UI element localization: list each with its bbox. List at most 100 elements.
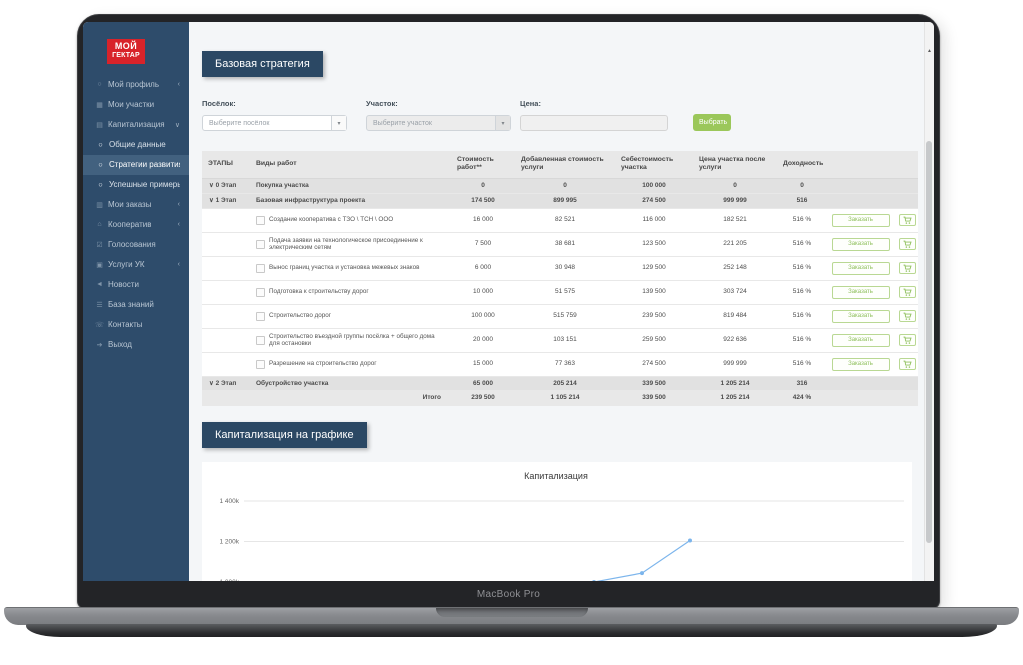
table-header-cell: Цена участка после услуги [699, 156, 766, 172]
table-row[interactable]: ∨ 0 Этап Покупка участка 0 0 100 000 0 0 [202, 178, 918, 194]
yield-cell: 516 % [792, 264, 812, 272]
poselok-select[interactable]: Выберите посёлок ▾ [202, 115, 347, 131]
order-button[interactable]: Заказать [831, 237, 890, 251]
chevron-left-icon: ‹ [177, 221, 180, 229]
order-cell [827, 198, 894, 204]
table-row[interactable]: ∨ 1 Этап Базовая инфраструктура проекта 17… [202, 193, 918, 209]
app-logo[interactable]: МОЙ ГЕКТАР [107, 39, 145, 64]
order-cell [827, 395, 894, 401]
selfcost-cell: 239 500 [642, 312, 666, 320]
price-cell: 221 205 [723, 240, 747, 248]
work-name-cell: Строительство дорог [250, 309, 451, 324]
sidebar-item-label: Кооператив [108, 220, 152, 230]
cost-cell: 7 500 [474, 240, 492, 248]
added-cell: 82 521 [555, 216, 575, 224]
chevron-left-icon: ‹ [177, 201, 180, 209]
table-row: Создание кооператива с ТЗО \ ТСН \ ООО 16… [202, 208, 918, 233]
cart-button[interactable] [899, 334, 916, 347]
sidebar-item-общие-данные[interactable]: ○ Общие данные [83, 135, 189, 155]
order-button[interactable]: Заказать [831, 213, 890, 227]
order-button[interactable]: Заказать [831, 333, 890, 347]
cart-icon [903, 213, 912, 228]
uchastok-select[interactable]: Выберите участок ▾ [366, 115, 511, 131]
table-row[interactable]: ∨ 2 Этап Обустройство участка 65 000 205 21… [202, 376, 918, 392]
scroll-up-arrow-icon[interactable]: ▲ [927, 48, 932, 54]
stage-cell [202, 265, 250, 271]
cart-icon [903, 261, 912, 276]
cart-button[interactable] [899, 357, 916, 372]
chevron-left-icon: ‹ [177, 261, 180, 269]
works-table: ЭТАПЫ Виды работ Стоимость работ** Добавлен… [202, 151, 918, 407]
cart-button[interactable] [899, 238, 916, 251]
stage-cell[interactable]: ∨ 0 Этап [209, 181, 237, 189]
cart-button[interactable] [899, 261, 916, 276]
work-checkbox[interactable] [256, 359, 265, 369]
svg-text:1 400k: 1 400k [219, 498, 239, 505]
cart-button[interactable] [899, 213, 916, 228]
stage-cell[interactable]: ∨ 2 Этап [209, 379, 237, 387]
table-header-cell: Виды работ [256, 160, 297, 168]
sidebar-item-контакты[interactable]: ☏ Контакты [83, 315, 189, 335]
work-checkbox[interactable] [256, 311, 265, 321]
sidebar-item-мой-профиль[interactable]: ○ Мой профиль ‹ [83, 75, 189, 95]
cart-button[interactable] [899, 286, 916, 299]
price-input[interactable] [520, 115, 668, 131]
stage-cell[interactable]: ∨ 1 Этап [209, 196, 237, 204]
yield-cell: 516 % [792, 240, 812, 248]
sidebar-item-услуги-ук[interactable]: ▣ Услуги УК ‹ [83, 255, 189, 275]
work-checkbox[interactable] [256, 215, 265, 225]
yield-cell: 516 % [792, 216, 812, 224]
work-checkbox[interactable] [256, 239, 265, 249]
price-cell: 0 [733, 181, 737, 189]
cart-icon [903, 357, 912, 372]
price-cell: 999 999 [723, 360, 747, 368]
logo-line2: ГЕКТАР [112, 51, 140, 59]
cart-button[interactable] [899, 310, 916, 323]
scrollbar-thumb[interactable] [926, 141, 932, 543]
sidebar-item-голосования[interactable]: ☑ Голосования [83, 235, 189, 255]
work-checkbox[interactable] [256, 263, 265, 273]
sidebar-item-база-знаний[interactable]: ☰ База знаний [83, 295, 189, 315]
sidebar-item-label: Успешные примеры [109, 180, 180, 190]
sidebar-item-капитализация[interactable]: ▤ Капитализация ∨ [83, 115, 189, 135]
cart-cell [894, 380, 918, 386]
cost-cell: 100 000 [471, 312, 495, 320]
table-row: Строительство дорог 100 000 515 759 239 500… [202, 304, 918, 329]
sidebar-item-мои-заказы[interactable]: ▥ Мои заказы ‹ [83, 195, 189, 215]
user-icon: ○ [97, 81, 102, 89]
sidebar-item-стратегии-развития[interactable]: ○ Стратегии развития [83, 154, 189, 175]
stage-cell [202, 313, 250, 319]
yield-cell: 516 [796, 196, 808, 204]
page-scrollbar[interactable]: ▲ [924, 22, 934, 581]
order-button[interactable]: Заказать [831, 357, 890, 371]
order-button[interactable]: Заказать [831, 285, 890, 299]
plots-icon: ▦ [96, 101, 103, 109]
exit-icon: ➔ [96, 341, 103, 349]
work-checkbox[interactable] [256, 287, 265, 297]
sidebar-item-выход[interactable]: ➔ Выход [83, 335, 189, 355]
cost-cell: 6 000 [474, 264, 492, 272]
choose-button[interactable]: Выбрать [693, 114, 731, 131]
cost-cell: 10 000 [473, 288, 493, 296]
price-cell: 252 148 [723, 264, 747, 272]
work-name-label: Создание кооператива с ТЗО \ ТСН \ ООО [269, 216, 394, 224]
work-name-cell: Создание кооператива с ТЗО \ ТСН \ ООО [250, 213, 451, 228]
work-name-cell: Строительство въездной группы посёлка + … [250, 330, 451, 351]
sidebar-item-успешные-примеры[interactable]: ○ Успешные примеры [83, 175, 189, 195]
chart-title: Капитализация [524, 471, 588, 482]
selfcost-cell: 339 500 [642, 394, 666, 402]
added-cell: 205 214 [553, 379, 577, 387]
work-name-label: Подготовка к строительству дорог [269, 288, 369, 296]
yield-cell: 516 % [792, 312, 812, 320]
price-label: Цена: [520, 99, 541, 108]
work-checkbox[interactable] [256, 335, 265, 345]
work-name-cell: Подготовка к строительству дорог [250, 285, 451, 300]
sidebar-item-label: Стратегии развития [109, 160, 180, 170]
cost-cell: 65 000 [473, 379, 493, 387]
sidebar-item-новости[interactable]: ◄ Новости [83, 275, 189, 295]
order-button[interactable]: Заказать [831, 261, 890, 275]
sidebar-item-мои-участки[interactable]: ▦ Мои участки [83, 95, 189, 115]
order-button[interactable]: Заказать [831, 309, 890, 323]
sidebar-item-кооператив[interactable]: ⌂ Кооператив ‹ [83, 215, 189, 235]
